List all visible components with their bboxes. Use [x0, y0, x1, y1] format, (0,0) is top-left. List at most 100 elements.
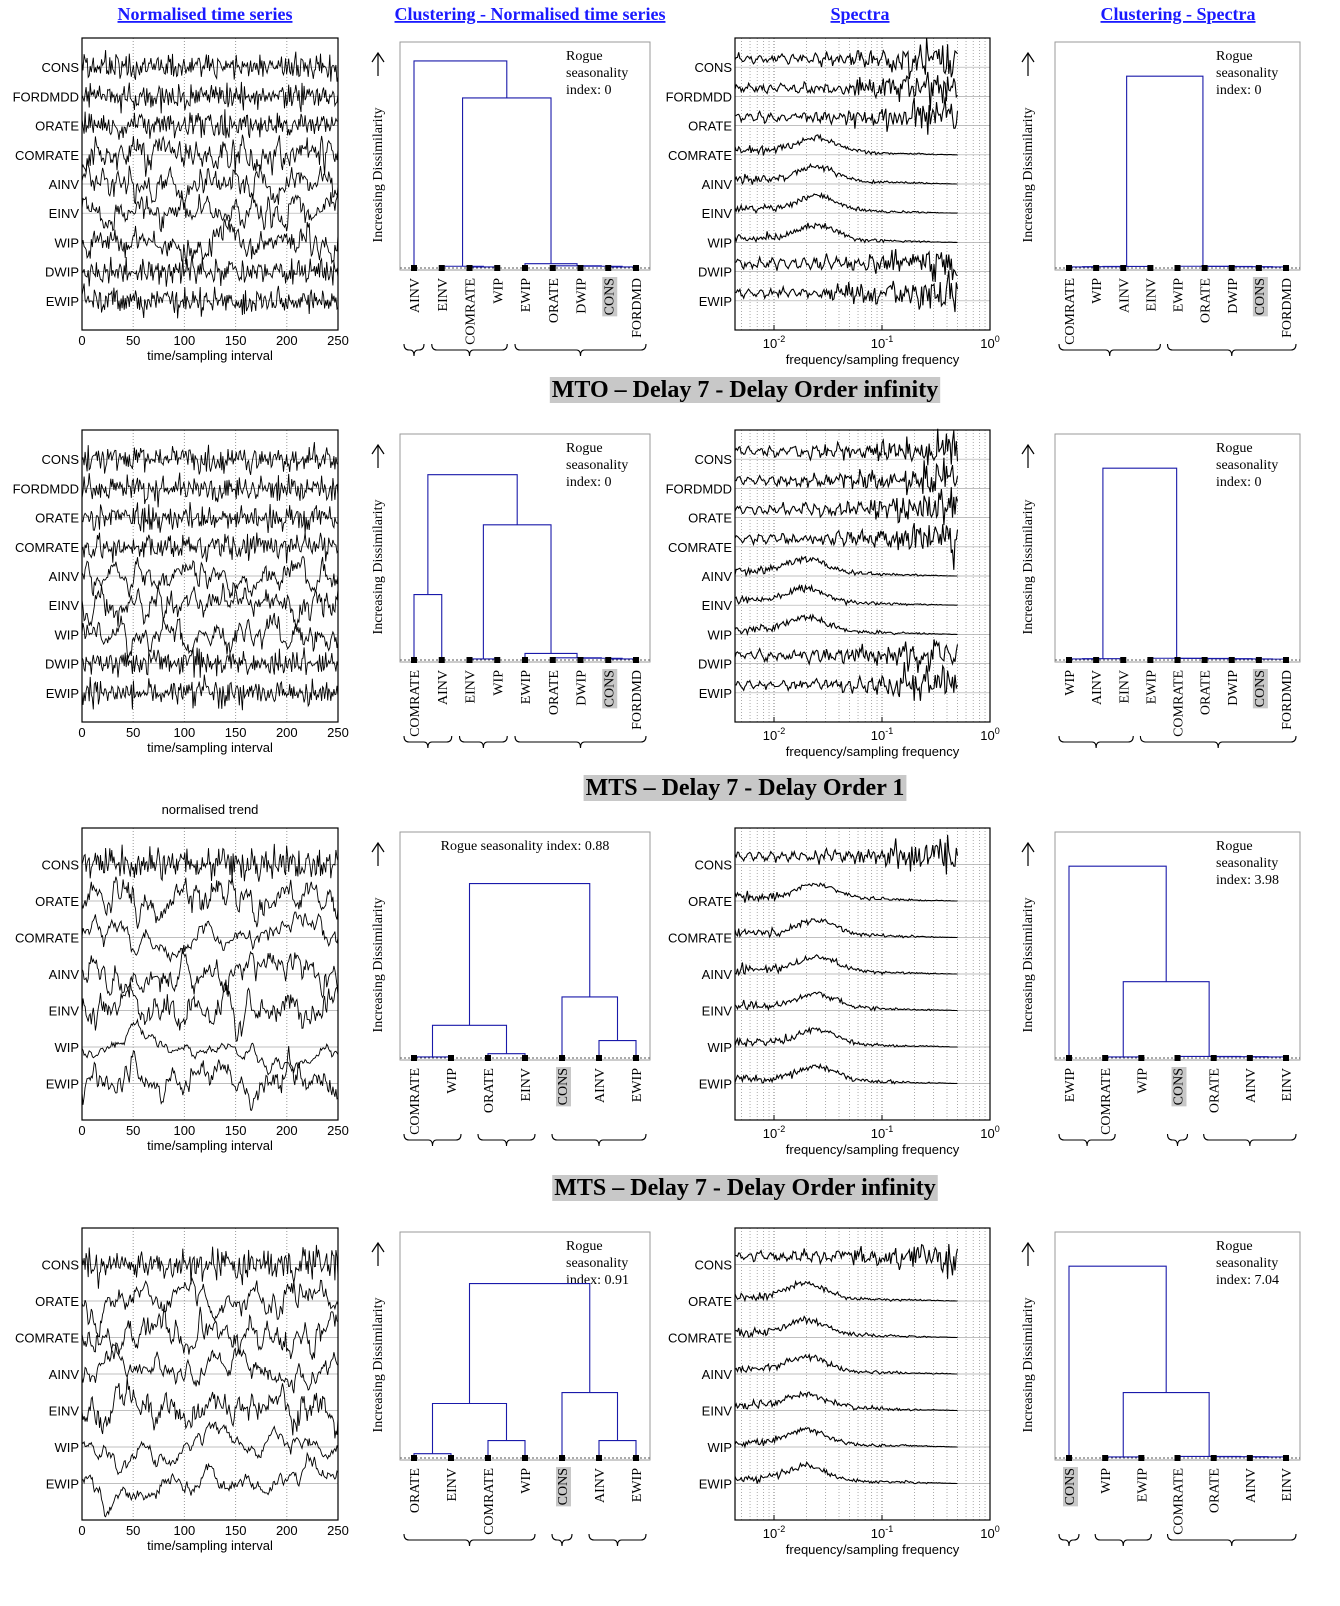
leaf-label: ORATE: [1199, 670, 1214, 715]
rogue-index: Rogue seasonality index: 0.88: [441, 839, 610, 854]
x-tick-label: 100: [174, 1523, 196, 1538]
series-label: WIP: [54, 1040, 79, 1055]
time-series-line: [81, 472, 339, 508]
series-label: FORDMDD: [666, 481, 732, 496]
leaf-label: EWIP: [1063, 1068, 1078, 1102]
x-axis-label: frequency/sampling frequency: [786, 744, 960, 759]
group-brace: [1203, 1133, 1297, 1147]
time-series-line: [81, 555, 339, 599]
leaf-label: AINV: [436, 670, 451, 705]
group-brace: [403, 1133, 462, 1147]
spectrum-line: [734, 97, 959, 135]
leaf-marker: [485, 1055, 491, 1061]
time-series-line: [81, 1343, 339, 1394]
leaf-label: EINV: [519, 1068, 534, 1101]
leaf-marker: [1283, 657, 1289, 663]
x-tick-label: 50: [126, 333, 140, 348]
leaf-label: AINV: [593, 1068, 608, 1103]
column-header: Clustering - Spectra: [1101, 4, 1256, 24]
spectrum-line: [734, 37, 958, 80]
leaf-marker: [549, 657, 556, 663]
series-label: EWIP: [699, 686, 732, 701]
dendrogram-link: [427, 474, 518, 595]
leaf-highlight: [556, 1067, 571, 1107]
series-label: COMRATE: [15, 540, 79, 555]
leaf-label: FORDMD: [1280, 278, 1295, 338]
x-axis-label: frequency/sampling frequency: [786, 1142, 960, 1157]
spectrum-line: [734, 1390, 958, 1412]
row-title: MTS – Delay 7 - Delay Order 1: [586, 775, 905, 801]
leaf-label: ORATE: [1208, 1068, 1223, 1113]
group-brace: [431, 343, 508, 357]
group-brace: [477, 1133, 536, 1147]
x-tick-label: 100: [174, 725, 196, 740]
leaf-marker: [1255, 657, 1262, 663]
leaf-highlight: [556, 1467, 571, 1507]
leaf-label: AINV: [408, 278, 423, 313]
leaf-marker: [1102, 1455, 1109, 1461]
series-label: FORDMDD: [666, 89, 732, 104]
leaf-label: ORATE: [547, 670, 562, 715]
leaf-marker: [1246, 1055, 1253, 1061]
series-label: DWIP: [698, 265, 732, 280]
spectrum-line: [734, 1062, 958, 1085]
plot-frame: [81, 429, 339, 723]
x-axis-label: time/sampling interval: [147, 1538, 273, 1553]
x-tick-label: 0: [78, 1523, 85, 1538]
tick-exponent: -2: [777, 1124, 785, 1134]
series-label: AINV: [49, 967, 80, 982]
rogue-index: Rogue: [1216, 49, 1253, 64]
tick-exponent: -1: [885, 1524, 893, 1534]
leaf-marker: [1174, 657, 1181, 663]
rogue-index: seasonality: [566, 66, 628, 81]
series-label: EINV: [702, 206, 733, 221]
series-label: WIP: [707, 1440, 732, 1455]
x-axis-label: frequency/sampling frequency: [786, 352, 960, 367]
leaf-marker: [1246, 1455, 1253, 1461]
series-label: AINV: [702, 569, 733, 584]
leaf-label: AINV: [1244, 1068, 1259, 1103]
group-brace: [514, 343, 647, 357]
time-series-line: [81, 134, 339, 177]
leaf-label: EWIP: [1135, 1468, 1150, 1502]
leaf-label: WIP: [1063, 670, 1078, 696]
series-label: EINV: [49, 1404, 80, 1419]
tick-base: 10: [871, 728, 885, 743]
x-axis-label: time/sampling interval: [147, 348, 273, 363]
rogue-index: index: 0: [566, 475, 612, 490]
rogue-index: index: 0: [1216, 83, 1262, 98]
spectrum-line: [734, 661, 958, 701]
leaf-marker: [411, 1455, 417, 1461]
leaf-label: COMRATE: [408, 1068, 423, 1135]
time-series-line: [81, 911, 339, 963]
leaf-label: EINV: [1117, 670, 1132, 703]
x-tick-label: 100: [980, 1124, 999, 1141]
series-label: COMRATE: [15, 931, 79, 946]
x-tick-label: 50: [126, 1123, 140, 1138]
time-series-line: [81, 1018, 339, 1076]
leaf-label: EINV: [1280, 1468, 1295, 1501]
leaf-marker: [1066, 265, 1072, 271]
x-tick-label: 250: [327, 333, 349, 348]
spectrum-line: [734, 639, 959, 673]
series-label: WIP: [54, 627, 79, 642]
series-label: EWIP: [46, 686, 79, 701]
series-label: AINV: [702, 1367, 733, 1382]
rogue-index: Rogue: [566, 1239, 603, 1254]
rogue-index: seasonality: [1216, 66, 1278, 81]
plot-frame: [81, 37, 339, 331]
leaf-marker: [1093, 657, 1100, 663]
spectrum-line: [734, 555, 958, 578]
series-label: CONS: [41, 60, 79, 75]
x-axis-label: time/sampling interval: [147, 740, 273, 755]
leaf-marker: [596, 1455, 602, 1461]
x-tick-label: 100: [174, 1123, 196, 1138]
group-brace: [1058, 1533, 1080, 1547]
x-tick-label: 100: [980, 334, 999, 351]
leaf-marker: [1228, 657, 1235, 663]
time-series-line: [81, 647, 339, 678]
group-brace: [1166, 343, 1297, 357]
leaf-marker: [485, 1455, 491, 1461]
arrow-head: [1021, 51, 1035, 63]
column-header: Clustering - Normalised time series: [395, 4, 666, 24]
